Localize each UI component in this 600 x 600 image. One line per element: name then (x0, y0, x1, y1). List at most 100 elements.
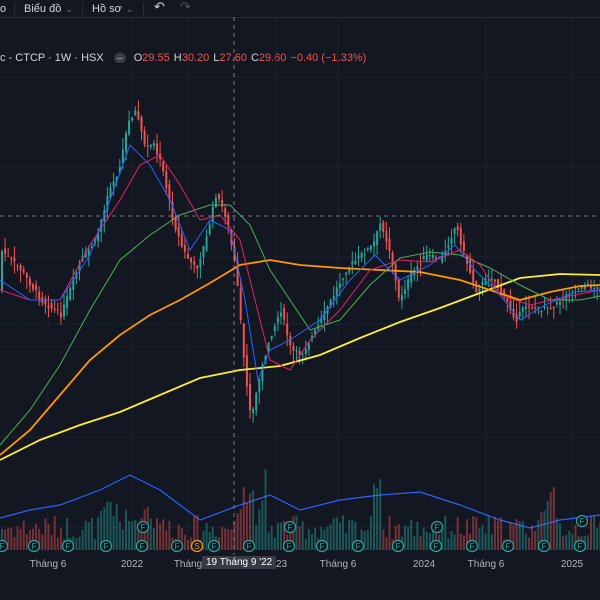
volume-bar (338, 522, 341, 550)
symbol-title[interactable]: c - CTCP · 1W · HSX (0, 52, 104, 64)
candle-body (462, 241, 465, 251)
event-marker-icon (283, 520, 297, 534)
candle-body (543, 306, 546, 308)
event-marker-label: S (194, 542, 199, 551)
candle-body (534, 307, 537, 309)
redo-icon[interactable]: ↷ (180, 0, 191, 14)
volume-bar (555, 517, 558, 550)
volume-bar (245, 503, 248, 550)
candle-body (410, 272, 413, 283)
candle-body (329, 299, 332, 307)
chart-menu-button[interactable]: Biểu đồ ⌄ (24, 2, 73, 16)
event-marker-icon (242, 539, 256, 553)
candle-body (307, 343, 310, 350)
toolbar-item-partial[interactable]: o (0, 3, 7, 15)
candle-body (295, 349, 298, 351)
volume-bar (515, 518, 518, 550)
event-marker-icon (429, 539, 443, 553)
candle-body (221, 199, 224, 207)
candle-body (366, 248, 369, 250)
volume-bar (224, 528, 227, 550)
candle-body (419, 263, 422, 265)
volume-bar (128, 520, 131, 550)
candle-body (283, 307, 286, 320)
candle-body (214, 197, 217, 207)
volume-bar (193, 515, 196, 550)
volume-bar (168, 521, 171, 550)
candle-body (149, 144, 152, 148)
candle-body (571, 291, 574, 293)
volume-bar (149, 518, 152, 550)
chevron-down-icon: ⌄ (65, 4, 73, 14)
volume-bar (183, 534, 186, 550)
candle-body (13, 257, 16, 262)
volume-bar (239, 509, 242, 550)
volume-bar (410, 519, 413, 550)
volume-bar (447, 538, 450, 550)
volume-bar (311, 533, 313, 550)
volume-bar (419, 535, 422, 550)
volume-bar (152, 527, 155, 550)
x-tick-label: Tháng 6 (29, 559, 67, 570)
candle-body (490, 278, 493, 280)
candle-body (369, 245, 372, 250)
candle-body (273, 326, 276, 331)
top-toolbar: o Biểu đồ ⌄ Hồ sơ ⌄ ↶ ↷ (0, 0, 600, 18)
volume-bar (13, 536, 16, 550)
ma-yellow-line (0, 273, 600, 461)
volume-bar (546, 500, 549, 550)
volume-bar (307, 528, 310, 550)
volume-bar (140, 517, 143, 550)
candle-body (63, 304, 65, 317)
candle-body (143, 130, 146, 145)
candle-body (521, 307, 524, 312)
high-label: H (173, 52, 182, 64)
event-marker-label: F (435, 523, 440, 532)
candle-body (546, 306, 549, 308)
volume-bar (187, 539, 189, 550)
candle-body (255, 393, 258, 411)
volume-bar (283, 521, 286, 550)
candle-body (338, 283, 341, 288)
profile-menu-button[interactable]: Hồ sơ ⌄ (92, 2, 133, 16)
volume-bar (524, 533, 527, 550)
volume-bar (348, 520, 351, 550)
candle-body (152, 143, 155, 146)
event-marker-icon (170, 539, 184, 553)
volume-bar (156, 518, 158, 550)
event-marker-label: F (580, 517, 585, 526)
event-marker-label: F (396, 542, 401, 551)
profile-menu-label: Hồ sơ (92, 3, 122, 15)
volume-bar (177, 524, 180, 550)
legend-collapse-icon[interactable]: – (113, 53, 126, 64)
candle-body (518, 311, 521, 317)
event-marker-label: F (356, 542, 361, 551)
volume-bar (379, 479, 382, 550)
candle-body (500, 284, 503, 293)
candle-body (72, 278, 75, 290)
volume-bar (221, 527, 224, 550)
volume-bar (295, 515, 298, 550)
volume-bar (562, 536, 565, 550)
volume-bar (404, 525, 406, 550)
undo-icon[interactable]: ↶ (154, 0, 165, 14)
price-chart[interactable]: F F F F F F S F F F F F F F F F F F F F F F (0, 17, 600, 555)
candle-body (348, 267, 351, 273)
volume-bar (165, 530, 168, 550)
candle-body (270, 336, 273, 339)
ma-pink-line (0, 154, 600, 371)
chevron-down-icon: ⌄ (125, 4, 134, 14)
candle-body (146, 145, 149, 147)
event-marker-icon (190, 539, 204, 553)
volume-bar (205, 522, 208, 550)
candle-body (416, 266, 419, 271)
candle-body (388, 238, 391, 252)
volume-bar (50, 534, 53, 550)
volume-bar (162, 519, 165, 550)
volume-bar (227, 529, 230, 550)
candle-body (450, 237, 453, 244)
event-marker-label: F (141, 523, 146, 532)
volume-bar (16, 526, 19, 550)
volume-bar (190, 537, 193, 550)
volume-bar (249, 493, 251, 550)
